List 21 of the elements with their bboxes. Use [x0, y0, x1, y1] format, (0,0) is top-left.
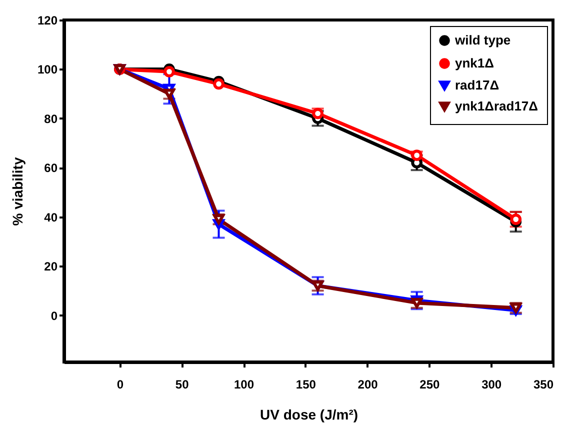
x-tick-label: 100 [234, 378, 254, 392]
y-tick-label: 20 [44, 260, 58, 274]
x-tick-label: 200 [358, 378, 378, 392]
x-tick-label: 150 [296, 378, 316, 392]
x-tick-label: 250 [420, 378, 440, 392]
y-tick-label: 60 [44, 161, 58, 176]
y-tick-label: 100 [37, 62, 58, 77]
x-axis-title: UV dose (J/m²) [260, 406, 358, 422]
y-tick-label: 40 [44, 210, 58, 224]
x-tick-label: 300 [482, 378, 502, 392]
x-tick-label: 50 [175, 378, 190, 392]
x-tick-label: 0 [116, 378, 124, 392]
legend-label: ynk1Δ [455, 56, 494, 70]
y-tick-label: 0 [50, 308, 58, 323]
legend-label: wild type [454, 32, 511, 48]
y-tick-label: 80 [44, 112, 58, 126]
x-tick-label: 350 [533, 378, 554, 392]
legend-label: ynk1Δrad17Δ [455, 98, 538, 114]
legend-label: rad17Δ [455, 78, 500, 92]
y-tick-label: 120 [37, 14, 58, 28]
y-axis-title: % viability [9, 157, 26, 226]
